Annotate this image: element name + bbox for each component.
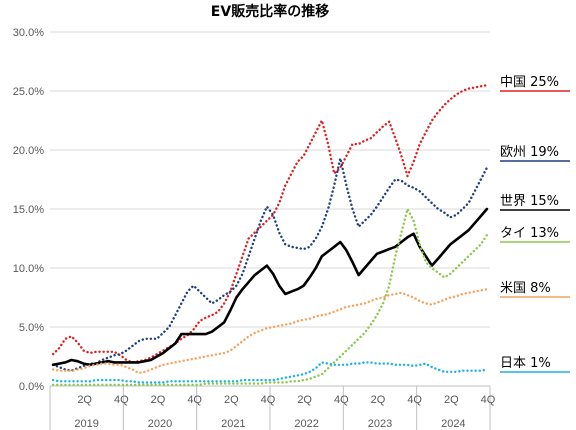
year-label: 2021 (221, 418, 245, 430)
series-label-中国: 中国 25% (500, 75, 559, 90)
series-label-日本: 日本 1% (500, 356, 551, 371)
x-tick-label: 2Q (444, 394, 459, 406)
x-tick-label: 4Q (261, 394, 276, 406)
series-line-タイ (51, 207, 489, 386)
x-tick-label: 2Q (297, 394, 312, 406)
year-label: 2022 (294, 418, 318, 430)
x-tick-label: 4Q (114, 394, 129, 406)
series-group (51, 83, 489, 386)
year-label: 2023 (368, 418, 392, 430)
y-tick-label: 5.0% (19, 322, 44, 334)
chart-title: EV販売比率の推移 (211, 3, 329, 20)
series-labels: 中国 25% 欧州 19% 世界 15% タイ 13% 米国 8% 日本 1% (500, 75, 570, 373)
x-tick-label: 2Q (77, 394, 92, 406)
y-tick-label: 10.0% (13, 263, 44, 275)
y-tick-label: 0.0% (19, 381, 44, 393)
series-line-中国 (51, 83, 489, 364)
x-tick-label: 2Q (224, 394, 239, 406)
y-tick-label: 15.0% (13, 204, 44, 216)
x-axis: 2Q 4Q 2Q 4Q 2Q 4Q 2Q 4Q 2Q 4Q 2Q 4Q 2019 2020 2021 2022… (49, 385, 496, 430)
series-label-欧州: 欧州 19% (500, 145, 559, 160)
year-label: 2019 (74, 418, 98, 430)
x-tick-label: 4Q (187, 394, 202, 406)
series-line-世界 (51, 207, 489, 367)
series-label-タイ: タイ 13% (500, 226, 559, 241)
series-line-欧州 (51, 157, 489, 372)
gridlines (50, 31, 490, 328)
y-axis: 0.0% 5.0% 10.0% 15.0% 20.0% 25.0% 30.0% (13, 27, 44, 393)
x-tick-label: 4Q (334, 394, 349, 406)
series-label-世界: 世界 15% (500, 194, 559, 209)
series-line-米国 (51, 288, 489, 375)
x-tick-label: 2Q (371, 394, 386, 406)
y-tick-label: 25.0% (13, 86, 44, 98)
x-tick-label: 4Q (481, 394, 496, 406)
y-tick-label: 20.0% (13, 145, 44, 157)
x-tick-label: 4Q (407, 394, 422, 406)
series-label-米国: 米国 8% (500, 281, 551, 296)
year-label: 2020 (148, 418, 172, 430)
x-tick-label: 2Q (151, 394, 166, 406)
y-tick-label: 30.0% (13, 27, 44, 39)
year-label: 2024 (441, 418, 465, 430)
series-line-日本 (51, 361, 489, 384)
